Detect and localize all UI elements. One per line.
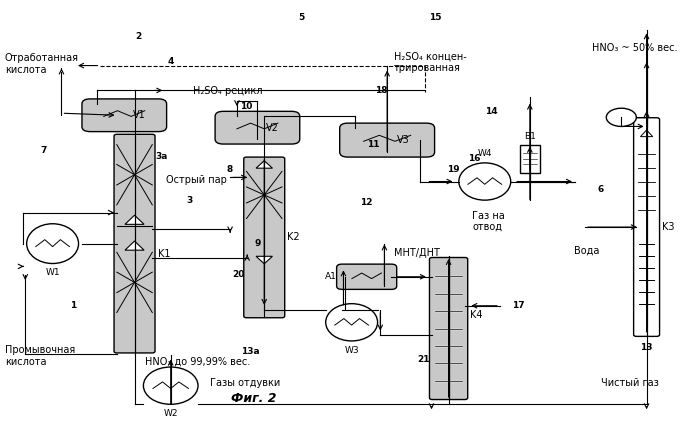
Text: 19: 19 [447, 165, 460, 173]
Text: 8: 8 [226, 165, 232, 173]
Text: K1: K1 [158, 249, 170, 259]
Ellipse shape [459, 163, 511, 200]
Text: Газы отдувки: Газы отдувки [209, 378, 280, 388]
Text: V1: V1 [133, 110, 145, 120]
FancyBboxPatch shape [82, 99, 167, 132]
Text: K3: K3 [662, 222, 675, 232]
Text: V2: V2 [266, 123, 279, 133]
FancyBboxPatch shape [429, 258, 468, 400]
Text: 17: 17 [512, 301, 524, 310]
Text: Острый пар: Острый пар [166, 175, 227, 185]
Text: 6: 6 [597, 185, 604, 195]
Text: 13a: 13a [242, 347, 260, 356]
Text: 1: 1 [70, 301, 76, 310]
Text: 9: 9 [254, 239, 260, 248]
Text: W1: W1 [45, 269, 60, 277]
Text: 3a: 3a [156, 152, 168, 161]
Polygon shape [256, 161, 272, 168]
Text: W3: W3 [344, 346, 359, 355]
Text: B1: B1 [524, 131, 536, 141]
FancyBboxPatch shape [336, 264, 396, 289]
Text: 13: 13 [639, 343, 652, 352]
Text: V3: V3 [396, 135, 409, 145]
Text: 10: 10 [239, 102, 252, 112]
Text: 4: 4 [168, 57, 174, 66]
FancyBboxPatch shape [244, 157, 285, 318]
Text: Фиг. 2: Фиг. 2 [231, 392, 276, 405]
Text: 15: 15 [429, 13, 441, 21]
Text: 11: 11 [367, 140, 380, 149]
Text: Отработанная
кислота: Отработанная кислота [5, 53, 79, 75]
Text: МНТ/ДНТ: МНТ/ДНТ [394, 248, 440, 258]
Text: 5: 5 [299, 13, 305, 21]
Text: H₂SO₄ концен-
трированная: H₂SO₄ концен- трированная [394, 51, 467, 73]
Text: 21: 21 [417, 355, 429, 364]
Text: HNO₃ ~ 50% вес.: HNO₃ ~ 50% вес. [592, 43, 678, 53]
Text: 20: 20 [232, 270, 244, 279]
Text: 18: 18 [376, 86, 388, 95]
Text: 12: 12 [360, 198, 373, 207]
Ellipse shape [143, 367, 198, 404]
Text: 14: 14 [485, 107, 498, 116]
Bar [519, 145, 540, 173]
Text: Чистый газ: Чистый газ [601, 378, 659, 388]
Text: Вода: Вода [574, 246, 599, 256]
Circle shape [607, 108, 637, 126]
Text: Промывочная
кислота: Промывочная кислота [5, 345, 75, 367]
Text: 3: 3 [186, 196, 192, 205]
Text: H₂SO₄ рецикл: H₂SO₄ рецикл [193, 86, 262, 96]
Ellipse shape [326, 304, 378, 341]
Polygon shape [125, 215, 144, 224]
Text: HNO₃ до 99,99% вес.: HNO₃ до 99,99% вес. [144, 357, 250, 367]
Text: Газ на
отвод: Газ на отвод [473, 210, 505, 232]
Text: W4: W4 [477, 149, 492, 158]
FancyBboxPatch shape [114, 134, 155, 353]
Polygon shape [256, 256, 272, 264]
FancyBboxPatch shape [340, 123, 435, 157]
Text: 7: 7 [40, 146, 47, 155]
Polygon shape [641, 130, 653, 137]
Text: 16: 16 [468, 154, 480, 163]
Polygon shape [125, 241, 144, 250]
Text: K4: K4 [470, 309, 483, 320]
Text: K2: K2 [288, 232, 300, 242]
FancyBboxPatch shape [634, 118, 660, 336]
Ellipse shape [27, 224, 79, 264]
FancyBboxPatch shape [215, 111, 299, 144]
Text: W2: W2 [163, 409, 178, 418]
Text: 2: 2 [135, 32, 141, 41]
Text: A1: A1 [325, 272, 336, 281]
